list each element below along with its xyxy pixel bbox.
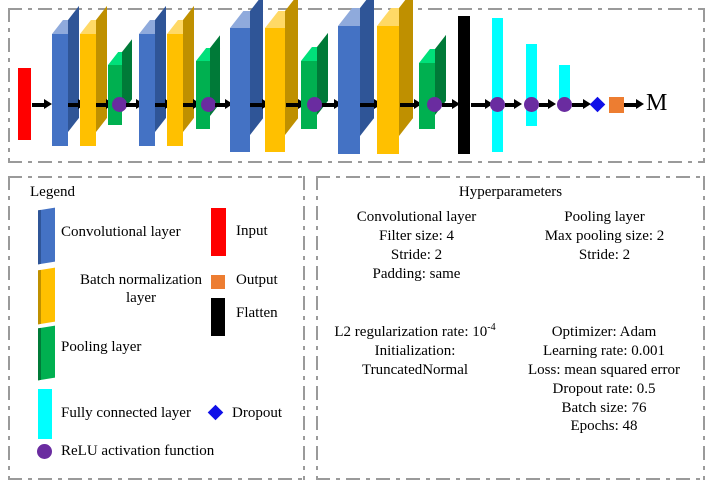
epochs: Epochs: 48 [570, 418, 638, 435]
optimizer: Optimizer: Adam [551, 324, 657, 340]
arrow-output-m [624, 99, 644, 110]
batchnorm-4-block [377, 0, 414, 154]
legend-label-batch-normalization-line2: layer [126, 290, 156, 306]
conv-block-heading: Convolutional layer [356, 209, 477, 225]
pool-2-block [196, 35, 221, 129]
relu-4-node [427, 97, 442, 112]
hyperparameters-training-right: Optimizer: Adam Learning rate: 0.001 Los… [508, 323, 700, 436]
legend-label-dropout: Dropout [232, 405, 282, 421]
conv-4-block [338, 0, 375, 154]
relu-7-node [557, 97, 572, 112]
initialization-value: TruncatedNormal [361, 361, 469, 378]
conv-block-filter-size: Filter size: 4 [379, 227, 454, 244]
batch-size: Batch size: 76 [561, 399, 647, 416]
arrow-fc2-fc3 [539, 99, 556, 110]
legend-label-batch-normalization-line1: Batch normalization [79, 272, 203, 288]
pooling-layer-swatch [38, 325, 55, 381]
loss-function: Loss: mean squared error [527, 361, 681, 378]
legend-panel: Legend Convolutional layer Batch normali… [8, 176, 305, 480]
pool-block-max-pooling-size: Max pooling size: 2 [544, 227, 665, 244]
legend-label-pooling-layer: Pooling layer [61, 339, 142, 355]
l2-regularization-rate: L2 regularization rate: 10-4 [320, 323, 510, 342]
flatten-swatch [211, 298, 225, 336]
output-swatch [211, 275, 225, 289]
conv-1-block [52, 5, 79, 146]
relu-3-node [307, 97, 322, 112]
batch-normalization-layer-swatch [38, 267, 55, 325]
hyperparameters-pool-block: Pooling layer Max pooling size: 2 Stride… [512, 208, 697, 265]
input-swatch [211, 208, 226, 256]
arrow-fc1-fc2 [505, 99, 522, 110]
fc-2-block [526, 44, 537, 126]
flatten-block [458, 16, 470, 154]
pool-block-stride: Stride: 2 [578, 246, 631, 263]
legend-label-relu-activation: ReLU activation function [61, 443, 215, 459]
relu-2-node [201, 97, 216, 112]
arrow-input-conv1 [32, 99, 52, 110]
fc-3-block [559, 65, 570, 110]
l2-regularization-rate-text: L2 regularization rate: 10 [334, 324, 488, 340]
input-block [18, 68, 31, 140]
arrow-relu4-flatten [442, 99, 460, 110]
legend-label-flatten: Flatten [236, 305, 278, 321]
hyperparameters-panel: Hyperparameters Convolutional layer Filt… [316, 176, 705, 480]
hyperparameters-training-left: L2 regularization rate: 10-4 Initializat… [320, 323, 510, 380]
batchnorm-1-block [80, 5, 107, 146]
arrow-flatten-fc1 [471, 99, 493, 110]
fully-connected-layer-swatch [38, 389, 52, 439]
arrow-fc3-dropout [572, 99, 591, 110]
batchnorm-3-block [265, 0, 299, 152]
output-label: M [646, 90, 668, 116]
relu-activation-swatch [37, 444, 52, 459]
batchnorm-2-block [167, 5, 194, 146]
arrow-relu2-conv3 [215, 99, 233, 110]
hyperparameters-conv-block: Convolutional layer Filter size: 4 Strid… [324, 208, 509, 284]
pool-4-block [419, 34, 446, 129]
pool-1-block [108, 39, 133, 125]
initialization-label: Initialization: [374, 342, 456, 359]
relu-6-node [524, 97, 539, 112]
convolutional-layer-swatch [38, 207, 55, 265]
architecture-diagram: M [8, 0, 705, 163]
hyperparameters-title: Hyperparameters [458, 184, 563, 200]
architecture-panel: M [8, 0, 705, 163]
dropout-rate: Dropout rate: 0.5 [552, 380, 656, 397]
learning-rate: Learning rate: 0.001 [542, 342, 666, 359]
conv-block-stride: Stride: 2 [390, 246, 443, 263]
output-block [609, 97, 624, 113]
legend-label-output: Output [236, 272, 278, 288]
conv-3-block [230, 0, 264, 152]
pool-3-block [301, 32, 328, 129]
legend-label-input: Input [236, 223, 268, 239]
conv-2-block [139, 5, 166, 146]
legend-label-convolutional-layer: Convolutional layer [61, 224, 181, 240]
dropout-swatch [207, 404, 224, 421]
legend-title: Legend [30, 184, 75, 200]
relu-1-node [112, 97, 127, 112]
legend-label-fully-connected-layer: Fully connected layer [61, 405, 191, 421]
conv-block-padding: Padding: same [372, 265, 461, 282]
relu-5-node [490, 97, 505, 112]
l2-regularization-rate-exponent: -4 [487, 322, 496, 333]
arrow-bn4-pool4 [400, 99, 422, 110]
dropout-node [589, 96, 606, 113]
pool-block-heading: Pooling layer [564, 209, 645, 225]
fc-1-block [492, 18, 503, 152]
